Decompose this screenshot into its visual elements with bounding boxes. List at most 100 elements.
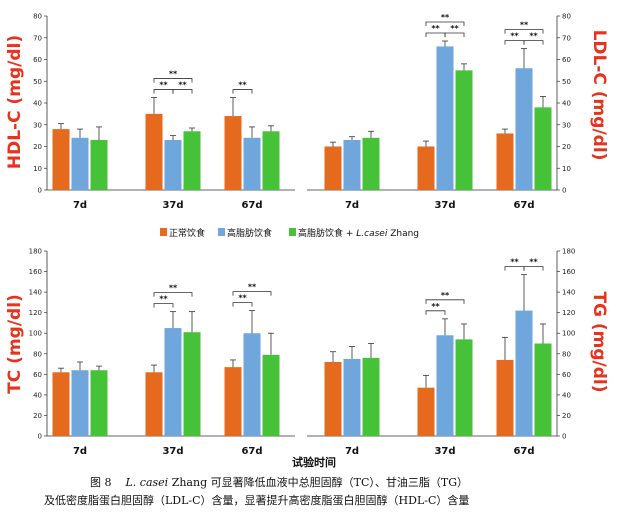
chart-ldl: 0 10 20 30 40 50 60 70 80 LDL-C (mg/dl) 7d 37d 67d **… [307, 13, 609, 211]
tc-bar-high-fat-lc-37d [183, 332, 201, 436]
tc-y-tick-label: 120 [29, 309, 42, 317]
tc-significance-label: ** [238, 294, 247, 303]
tg-significance-label: ** [510, 258, 519, 267]
tc-y-tick-label: 100 [29, 330, 42, 338]
hdl-y-tick-label: 80 [33, 13, 42, 21]
tg-y-tick-label: 160 [562, 268, 575, 276]
tc-y-tick-label: 0 [38, 433, 42, 441]
legend-swatch-normal [160, 228, 167, 236]
tg-significance-bracket [504, 266, 525, 271]
hdl-bar-high-fat-lc-37d [183, 131, 201, 190]
tg-y-tick-label: 0 [562, 433, 566, 441]
tg-bar-high-fat-lc-37d [455, 339, 473, 436]
tg-significance-label: ** [529, 258, 538, 267]
hdl-significance-bracket [153, 78, 193, 83]
tg-y-tick-label: 60 [562, 371, 571, 379]
tg-y-tick-label: 140 [562, 289, 575, 297]
tc-y-axis-title: TC (mg/dl) [5, 294, 25, 394]
ldl-y-tick-label: 0 [562, 187, 566, 195]
chart-tc: 0 20 40 60 80 100 120 140 160 180 TC (mg/dl) 7d 37d 6… [5, 248, 295, 457]
tg-significance-bracket [425, 310, 446, 315]
tc-y-tick-label: 80 [33, 350, 42, 358]
hdl-bar-high-fat-37d [164, 139, 182, 190]
ldl-y-tick-label: 30 [562, 121, 571, 129]
legend-swatch-high-fat-lc [289, 228, 296, 236]
ldl-category-label-7d: 7d [345, 200, 359, 211]
x-axis-title: 试验时间 [292, 455, 336, 469]
tc-bar-high-fat-67d [243, 333, 261, 436]
tg-bar-high-fat-7d [343, 358, 361, 436]
tg-significance-label: ** [441, 291, 450, 300]
ldl-bar-high-fat-7d [343, 139, 361, 190]
hdl-bar-normal-7d [52, 129, 70, 190]
hdl-bar-high-fat-67d [243, 137, 261, 190]
hdl-y-tick-label: 0 [38, 187, 42, 195]
hdl-y-tick-label: 40 [33, 100, 42, 108]
hdl-significance-label: ** [178, 81, 187, 90]
ldl-category-label-67d: 67d [513, 200, 534, 211]
ldl-significance-bracket [425, 32, 446, 38]
ldl-y-axis-title: LDL-C (mg/dl) [589, 30, 609, 161]
hdl-y-tick-label: 50 [33, 78, 42, 86]
tg-y-axis-title: TG (mg/dl) [589, 291, 609, 392]
ldl-y-tick-label: 40 [562, 100, 571, 108]
legend-label-normal: 正常饮食 [169, 227, 205, 239]
ldl-significance-label: ** [529, 32, 538, 41]
tc-significance-label: ** [169, 284, 178, 293]
tc-category-label-7d: 7d [73, 446, 87, 457]
hdl-bar-high-fat-lc-7d [90, 139, 108, 190]
caption-line-1: 图 8 L. casei Zhang 可显著降低血液中总胆固醇（TC）、甘油三脂（… [90, 475, 468, 489]
ldl-bar-high-fat-67d [515, 68, 533, 190]
tg-bar-normal-7d [324, 362, 342, 436]
ldl-significance-label: ** [441, 13, 450, 22]
tc-significance-bracket [232, 291, 272, 296]
caption-species: L. casei [125, 476, 169, 489]
ldl-significance-label: ** [510, 32, 519, 41]
ldl-category-label-37d: 37d [434, 200, 455, 211]
ldl-significance-label: ** [520, 21, 529, 30]
ldl-y-tick-label: 70 [562, 34, 571, 42]
hdl-significance-bracket [153, 89, 174, 94]
tg-category-label-7d: 7d [345, 446, 359, 457]
ldl-y-tick-label: 20 [562, 143, 571, 151]
hdl-significance-label: ** [238, 81, 247, 90]
tc-bar-high-fat-7d [71, 370, 89, 436]
charts-layer: 0 10 20 30 40 50 60 70 80 HDL-C (mg/dl) 7d 37d 67d **… [5, 13, 609, 458]
tc-bar-high-fat-lc-67d [262, 354, 280, 436]
tc-bar-high-fat-lc-7d [90, 370, 108, 436]
hdl-category-label-67d: 67d [241, 200, 262, 211]
tc-y-tick-label: 160 [29, 268, 42, 276]
legend-label-species: L.casei [356, 229, 388, 239]
tg-bar-high-fat-67d [515, 310, 533, 436]
hdl-y-tick-label: 60 [33, 56, 42, 64]
tc-significance-bracket [232, 302, 253, 307]
tg-bar-normal-37d [417, 387, 435, 436]
legend-label-high-fat: 高脂肪饮食 [227, 227, 272, 239]
tg-category-label-37d: 37d [434, 446, 455, 457]
tg-y-tick-label: 100 [562, 330, 575, 338]
ldl-bar-high-fat-37d [436, 46, 454, 191]
tg-y-tick-label: 40 [562, 391, 571, 399]
tc-category-label-37d: 37d [162, 446, 183, 457]
ldl-bar-high-fat-lc-67d [534, 107, 552, 190]
ldl-significance-bracket [425, 21, 465, 27]
tg-significance-bracket [425, 299, 465, 304]
hdl-significance-label: ** [169, 70, 178, 79]
tc-significance-label: ** [159, 295, 168, 304]
tc-significance-bracket [153, 303, 174, 308]
hdl-bar-normal-67d [224, 116, 242, 190]
tc-bar-normal-7d [52, 372, 70, 436]
tc-y-tick-label: 20 [33, 412, 42, 420]
hdl-bar-high-fat-lc-67d [262, 131, 280, 190]
ldl-bar-normal-37d [417, 146, 435, 190]
ldl-y-tick-label: 50 [562, 78, 571, 86]
tg-y-tick-label: 20 [562, 412, 571, 420]
ldl-bar-high-fat-lc-7d [362, 137, 380, 190]
tc-category-label-67d: 67d [241, 446, 262, 457]
hdl-significance-bracket [172, 89, 193, 94]
tc-y-tick-label: 180 [29, 248, 42, 256]
hdl-bar-normal-37d [145, 113, 163, 190]
tg-significance-bracket [523, 266, 544, 271]
